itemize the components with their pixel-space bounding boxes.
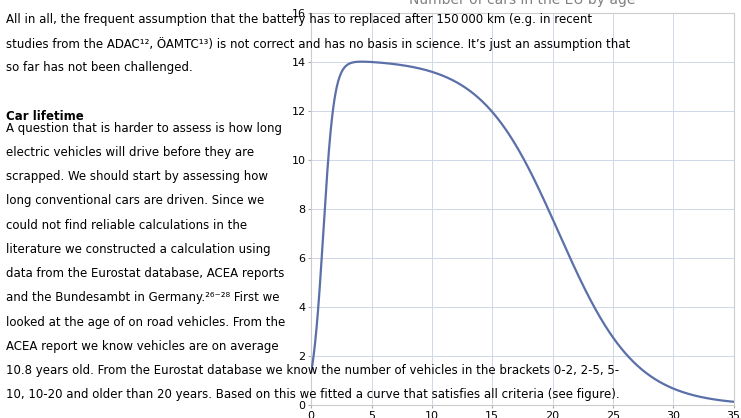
- Text: 10.8 years old. From the Eurostat database we know the number of vehicles in the: 10.8 years old. From the Eurostat databa…: [6, 364, 619, 377]
- Text: so far has not been challenged.: so far has not been challenged.: [6, 61, 193, 74]
- Text: A question that is harder to assess is how long: A question that is harder to assess is h…: [6, 122, 282, 135]
- Text: studies from the ADAC¹², ÖAMTC¹³) is not correct and has no basis in science. It: studies from the ADAC¹², ÖAMTC¹³) is not…: [6, 37, 630, 51]
- Text: Car lifetime: Car lifetime: [6, 110, 84, 122]
- Text: and the Bundesambt in Germany.²⁶⁻²⁸ First we: and the Bundesambt in Germany.²⁶⁻²⁸ Firs…: [6, 291, 279, 304]
- Text: ACEA report we know vehicles are on average: ACEA report we know vehicles are on aver…: [6, 340, 279, 353]
- Text: scrapped. We should start by assessing how: scrapped. We should start by assessing h…: [6, 170, 268, 183]
- Text: 10, 10-20 and older than 20 years. Based on this we fitted a curve that satisfie: 10, 10-20 and older than 20 years. Based…: [6, 388, 619, 401]
- Text: literature we constructed a calculation using: literature we constructed a calculation …: [6, 243, 270, 256]
- Text: All in all, the frequent assumption that the battery has to replaced after 150 0: All in all, the frequent assumption that…: [6, 13, 592, 25]
- Text: electric vehicles will drive before they are: electric vehicles will drive before they…: [6, 146, 254, 159]
- Text: looked at the age of on road vehicles. From the: looked at the age of on road vehicles. F…: [6, 316, 285, 329]
- Text: long conventional cars are driven. Since we: long conventional cars are driven. Since…: [6, 194, 265, 207]
- Text: could not find reliable calculations in the: could not find reliable calculations in …: [6, 219, 247, 232]
- Text: data from the Eurostat database, ACEA reports: data from the Eurostat database, ACEA re…: [6, 267, 285, 280]
- Title: Number of cars in the EU by age: Number of cars in the EU by age: [409, 0, 636, 7]
